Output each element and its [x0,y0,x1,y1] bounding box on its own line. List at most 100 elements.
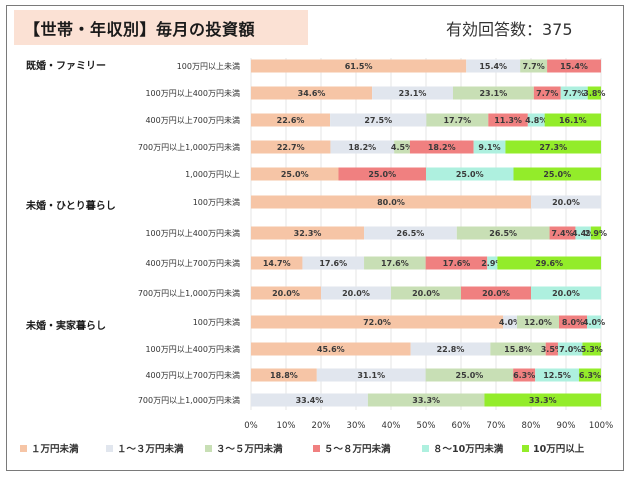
bar-segment [426,113,489,127]
bar-segment [487,256,498,270]
bar-segment [372,86,453,100]
data-label: 11.3% [494,116,522,125]
bar-segment [251,342,411,356]
bar-segment [547,59,601,73]
bar-segment [426,167,514,181]
row-label: 400万円以上700万円未満 [145,370,240,380]
data-label: 27.3% [539,143,567,152]
data-label: 26.5% [397,229,425,238]
data-label: 14.7% [263,259,291,268]
bar-segment [461,286,531,300]
bar-segment [251,226,365,240]
bar-segment [545,342,558,356]
data-label: 4.8% [525,116,547,125]
title-banner [14,10,308,45]
x-tick-label: 70% [487,421,506,431]
data-label: 25.0% [456,170,484,179]
data-label: 5.3% [581,345,603,354]
bar-segment [549,226,576,240]
x-tick-label: 40% [382,421,401,431]
x-tick-label: 0% [244,421,258,431]
bar-segment [497,256,601,270]
bar-segment [531,286,601,300]
group-label: 未婚・ひとり暮らし [25,199,116,212]
bar-segment [251,113,331,127]
row-label: 400万円以上700万円未満 [145,115,240,125]
x-tick-label: 20% [312,421,331,431]
row-label: 100万円以上400万円未満 [145,88,240,98]
bar-segment [490,342,546,356]
x-tick-label: 10% [277,421,296,431]
data-label: 18.2% [348,143,376,152]
data-label: 31.1% [357,371,385,380]
bar-segment [559,315,587,329]
bar-segment [251,393,368,407]
data-label: 2.9% [481,259,503,268]
data-label: 17.6% [381,259,409,268]
bar-segment [425,368,514,382]
legend-swatch [422,445,429,452]
data-label: 33.4% [296,396,324,405]
data-label: 61.5% [345,62,373,71]
group-label: 未婚・実家暮らし [25,319,106,332]
bar-segment [520,59,548,73]
row-label: 700万円以上1,000万円未満 [138,142,240,152]
legend-swatch [205,445,212,452]
data-label: 27.5% [364,116,392,125]
bar-segment [484,393,601,407]
x-tick-label: 30% [347,421,366,431]
data-label: 3.5% [541,345,563,354]
data-label: 4.5% [391,143,413,152]
bar-segment [527,113,545,127]
bar-segment [513,167,601,181]
bar-segment [364,256,426,270]
data-label: 16.1% [559,116,587,125]
data-label: 7.7% [536,89,558,98]
row-label: 100万円以上未満 [177,61,240,71]
legend-label: ３～５万円未満 [216,443,283,455]
bar-segment [425,256,488,270]
bar-segment [560,86,588,100]
bar-segment [251,86,373,100]
bar-segment [251,167,339,181]
data-label: 18.2% [428,143,456,152]
data-label: 20.0% [552,198,580,207]
x-tick-label: 60% [452,421,471,431]
bar-segment [391,286,461,300]
row-label: 400万円以上700万円未満 [145,258,240,268]
row-label: 100万円未満 [193,197,240,207]
data-label: 20.0% [482,289,510,298]
bar-segment [452,86,534,100]
data-label: 25.0% [281,170,309,179]
row-label: 100万円以上400万円未満 [145,344,240,354]
bar-segment [330,140,395,154]
x-tick-label: 90% [557,421,576,431]
bar-segment [251,368,317,382]
bar-segment [302,256,365,270]
group-label: 既婚・ファミリー [26,59,106,72]
data-label: 26.5% [489,229,517,238]
legend-swatch [522,445,529,452]
bar-segment [503,315,517,329]
data-label: 7.7% [563,89,585,98]
data-label: 32.3% [294,229,322,238]
bar-segment [505,140,601,154]
data-label: 20.0% [552,289,580,298]
data-label: 7.4% [551,229,573,238]
bar-segment [364,226,457,240]
data-label: 4.0% [583,318,605,327]
data-label: 15.4% [479,62,507,71]
row-label: 700万円以上1,000万円未満 [138,288,240,298]
data-label: 9.1% [478,143,500,152]
bar-segment [517,315,559,329]
bar-segment [321,286,391,300]
data-label: 23.1% [399,89,427,98]
data-label: 33.3% [529,396,557,405]
legend-swatch [20,445,27,452]
data-label: 15.8% [504,345,532,354]
data-label: 18.8% [270,371,298,380]
bar-segment [251,59,467,73]
data-label: 20.0% [272,289,300,298]
data-label: 33.3% [412,396,440,405]
bar-segment [473,140,506,154]
